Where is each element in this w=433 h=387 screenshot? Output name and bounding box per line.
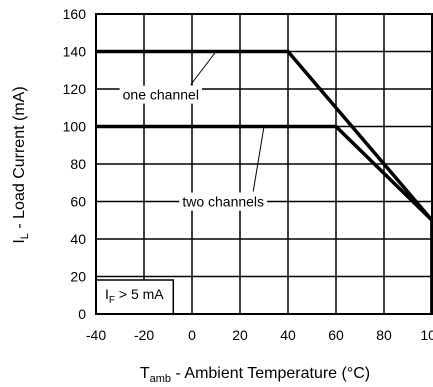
annotation-leader [252,126,265,192]
annotations: one channel two channels [119,51,268,211]
y-tick-label: 0 [78,306,86,322]
y-tick-label: 80 [70,156,86,172]
x-tick-label: 0 [188,327,196,343]
annotation-leader [190,51,217,85]
annotation-bg [179,192,268,211]
y-tick-label: 140 [63,44,87,60]
y-tick-label: 120 [63,81,87,97]
condition-label: IF > 5 mA [105,286,164,306]
x-tick-label: 40 [280,327,296,343]
y-tick-label: 160 [63,6,87,22]
x-tick-label: 100 [420,327,433,343]
annotation-label-2: two channels [182,194,264,210]
y-tick-label: 20 [70,269,86,285]
x-axis-title: Tamb - Ambient Temperature (°C) [140,365,370,385]
annotation-label-1: one channel [123,87,199,103]
x-tick-label: -20 [134,327,154,343]
condition-box: IF > 5 mA [95,279,175,315]
y-tick-label: 100 [63,119,87,135]
x-tick-label: 80 [376,327,392,343]
plot-frame [95,13,433,315]
x-tick-label: -40 [86,327,106,343]
grid [95,13,433,315]
x-tick-label: 20 [232,327,248,343]
y-tick-label: 60 [70,194,86,210]
y-tick-label: 40 [70,231,86,247]
annotation-bg [119,85,202,104]
tick-labels: -40 -20 0 20 40 60 80 100 0 20 40 60 80 100 120 140 160 [63,6,433,343]
y-axis-title: IL - Load Current (mA) [11,86,31,243]
x-tick-label: 60 [328,327,344,343]
